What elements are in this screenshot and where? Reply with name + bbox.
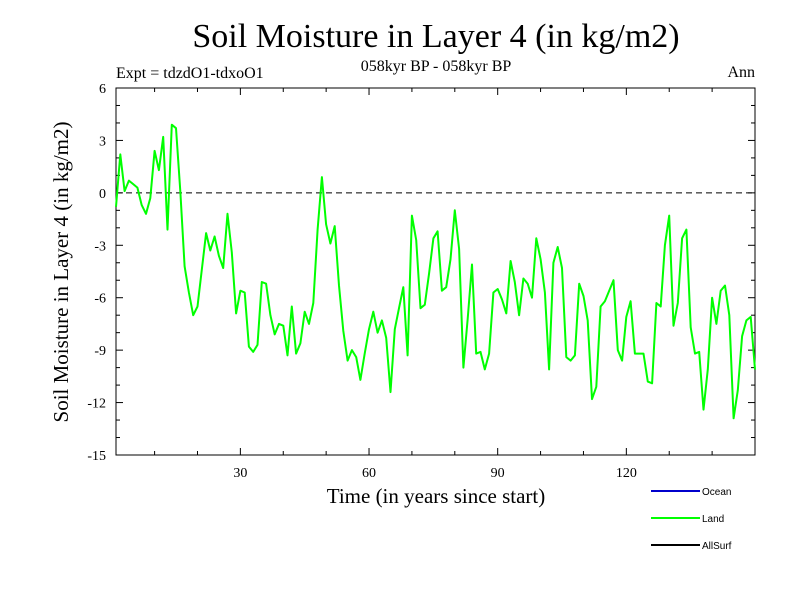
series-line-land — [115, 123, 756, 420]
y-tick-label: 0 — [99, 187, 106, 202]
x-tick-label: 90 — [491, 466, 505, 481]
chart-experiment: Expt = tdzdO1-tdxoO1 — [116, 65, 264, 82]
y-tick-label: -12 — [87, 397, 106, 412]
y-tick-label: -3 — [94, 239, 106, 254]
y-tick-label: -15 — [87, 449, 106, 464]
chart-season: Ann — [727, 64, 755, 81]
legend-label-land: Land — [702, 514, 724, 525]
chart-title: Soil Moisture in Layer 4 (in kg/m2) — [192, 18, 679, 55]
x-tick-label: 60 — [362, 466, 376, 481]
legend-label-ocean: Ocean — [702, 487, 731, 498]
y-tick-label: 6 — [99, 82, 106, 97]
y-axis-label: Soil Moisture in Layer 4 (in kg/m2) — [49, 122, 73, 423]
legend-label-allsurf: AllSurf — [702, 541, 732, 552]
y-tick-label: -6 — [94, 292, 106, 307]
plot-frame — [115, 87, 756, 456]
x-tick-label: 120 — [616, 466, 637, 481]
y-tick-label: 3 — [99, 134, 106, 149]
y-tick-label: -9 — [94, 344, 106, 359]
x-axis-label: Time (in years since start) — [327, 484, 546, 508]
legend: Ocean Land AllSurf — [651, 487, 732, 552]
chart-subtitle: 058kyr BP - 058kyr BP — [361, 58, 512, 75]
x-tick-label: 30 — [233, 466, 247, 481]
